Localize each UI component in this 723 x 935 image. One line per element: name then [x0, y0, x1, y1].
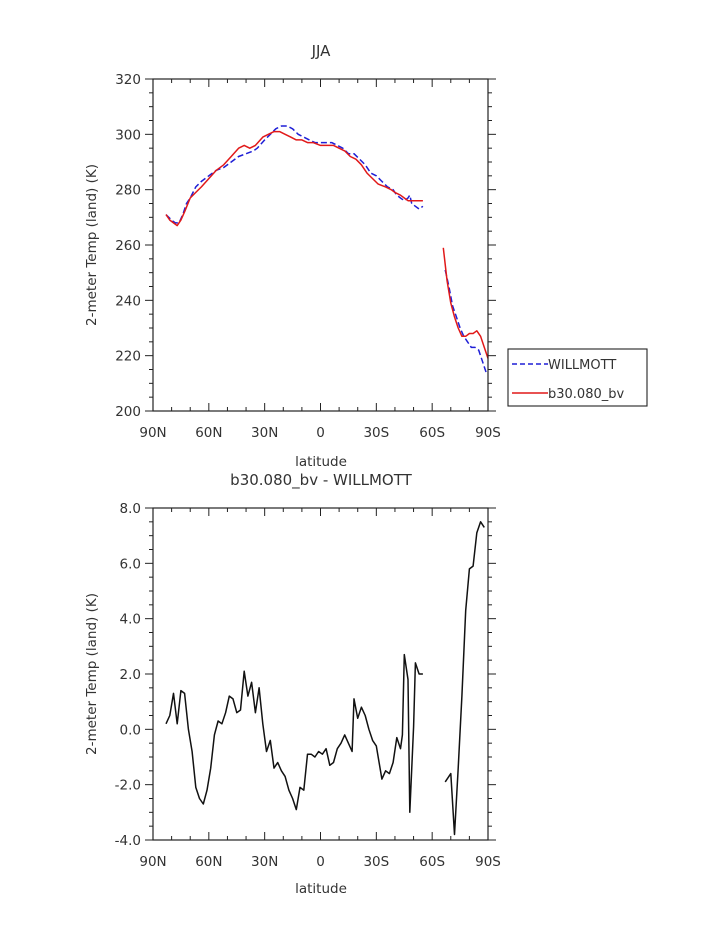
bottom-x-axis-label: latitude	[295, 881, 347, 897]
top-x-tick-label: 30S	[363, 425, 389, 441]
bottom-y-tick-label: -4.0	[115, 833, 141, 849]
top-ticks: 90N 60N 30N 0 30S 60S 90S 200 220 240 260 280 300 320	[115, 72, 501, 441]
bottom-plot-frame	[152, 507, 489, 841]
legend: WILLMOTT b30.080_bv	[507, 348, 648, 407]
bottom-chart: b30.080_bv - WILLMOTT 90N 60N 30N 0 30S 60S 90…	[84, 471, 501, 897]
top-y-tick-label: 220	[115, 349, 141, 365]
top-series-0-line-segment-0	[165, 125, 424, 224]
top-plot-data	[165, 125, 489, 373]
top-y-tick-label: 260	[115, 238, 141, 254]
top-y-axis-label: 2-meter Temp (land) (K)	[84, 164, 100, 326]
bottom-x-tick-label: 90S	[475, 854, 501, 870]
bottom-x-tick-label: 0	[316, 854, 325, 870]
top-x-axis-label: latitude	[295, 454, 347, 470]
top-series-1-line-segment-0	[165, 130, 423, 227]
bottom-x-tick-label: 60S	[419, 854, 445, 870]
top-chart-title: JJA	[311, 42, 332, 60]
top-series-1-line-segment-1	[442, 247, 489, 359]
top-chart: JJA 90N 60N 30N 0 30S 60S 90S 200 220 240 260 280 30…	[84, 42, 648, 470]
bottom-y-tick-label: 6.0	[120, 556, 141, 572]
top-y-tick-label: 320	[115, 72, 141, 88]
top-y-tick-label: 280	[115, 183, 141, 199]
legend-box	[507, 348, 648, 407]
bottom-y-tick-label: 8.0	[120, 501, 141, 517]
top-x-tick-label: 30N	[251, 425, 278, 441]
bottom-series-0-line-segment-1	[444, 521, 485, 836]
bottom-plot-data	[165, 521, 485, 836]
bottom-chart-title: b30.080_bv - WILLMOTT	[230, 471, 412, 490]
top-y-tick-label: 200	[115, 404, 141, 420]
bottom-y-tick-label: 0.0	[120, 722, 141, 738]
top-plot-frame	[152, 78, 489, 412]
legend-label-willmott: WILLMOTT	[548, 358, 616, 373]
top-x-tick-label: 90S	[475, 425, 501, 441]
top-x-tick-label: 60N	[195, 425, 222, 441]
top-x-tick-label: 0	[316, 425, 325, 441]
bottom-y-axis-label: 2-meter Temp (land) (K)	[84, 593, 100, 755]
bottom-series-0-line-segment-0	[165, 653, 423, 814]
top-y-tick-label: 240	[115, 293, 141, 309]
top-series-0-line-segment-1	[444, 269, 487, 373]
bottom-y-tick-label: 4.0	[120, 612, 141, 628]
bottom-y-tick-label: 2.0	[120, 667, 141, 683]
bottom-x-tick-label: 60N	[195, 854, 222, 870]
bottom-x-tick-label: 30N	[251, 854, 278, 870]
top-x-tick-label: 60S	[419, 425, 445, 441]
bottom-ticks: 90N 60N 30N 0 30S 60S 90S -4.0 -2.0 0.0 2.0 4.0 6.0 8…	[115, 501, 501, 870]
legend-label-b30: b30.080_bv	[548, 387, 624, 402]
bottom-x-tick-label: 30S	[363, 854, 389, 870]
top-y-tick-label: 300	[115, 127, 141, 143]
top-x-tick-label: 90N	[139, 425, 166, 441]
bottom-y-tick-label: -2.0	[115, 778, 141, 794]
bottom-x-tick-label: 90N	[139, 854, 166, 870]
